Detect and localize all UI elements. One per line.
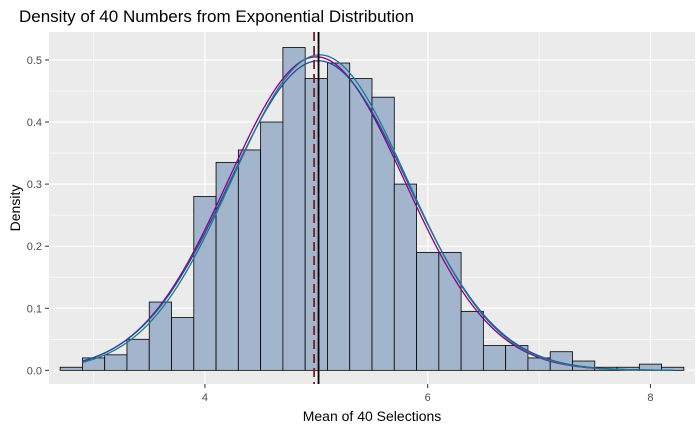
y-tick-label: 0.3	[27, 179, 42, 191]
density-curves	[82, 54, 673, 371]
x-axis-ticks: 4 6 8	[202, 384, 654, 404]
histogram-bar	[171, 317, 195, 371]
y-axis-title: Density	[7, 185, 23, 232]
histogram-bar	[193, 196, 217, 371]
x-tick-label: 4	[202, 392, 208, 404]
histogram-bar	[393, 183, 417, 371]
histogram-bar	[237, 149, 262, 371]
histogram-bar	[126, 338, 150, 371]
histogram-bar	[59, 366, 83, 371]
y-tick-label: 0.4	[27, 117, 42, 129]
histogram-bar	[482, 345, 507, 371]
chart-title: Density of 40 Numbers from Exponential D…	[19, 7, 414, 26]
histogram-bar	[215, 161, 239, 371]
y-tick-label: 0.2	[27, 241, 42, 253]
histogram-bar	[416, 251, 440, 371]
histogram-bar	[148, 301, 172, 371]
y-axis-ticks: 0.0 0.1 0.2 0.3 0.4 0.5	[27, 55, 49, 377]
histogram-bar	[438, 251, 462, 371]
histogram-bar	[304, 78, 328, 371]
reference-lines	[313, 32, 320, 384]
density-curve-kernel-density	[82, 54, 673, 371]
y-tick-label: 0.1	[27, 303, 42, 315]
y-tick-label: 0.0	[27, 365, 42, 377]
histogram-bar	[661, 366, 685, 371]
histogram-bar	[104, 354, 128, 371]
x-axis-title: Mean of 40 Selections	[303, 408, 442, 424]
x-tick-label: 8	[647, 392, 653, 404]
histogram-bar	[260, 121, 284, 371]
x-tick-label: 6	[425, 392, 431, 404]
histogram-bar	[460, 310, 484, 371]
y-tick-label: 0.5	[27, 55, 42, 67]
histogram-bars	[59, 47, 685, 371]
histogram-bar	[371, 96, 395, 371]
histogram-bar	[349, 78, 373, 371]
histogram-bar	[282, 47, 306, 371]
histogram-bar	[327, 62, 351, 371]
